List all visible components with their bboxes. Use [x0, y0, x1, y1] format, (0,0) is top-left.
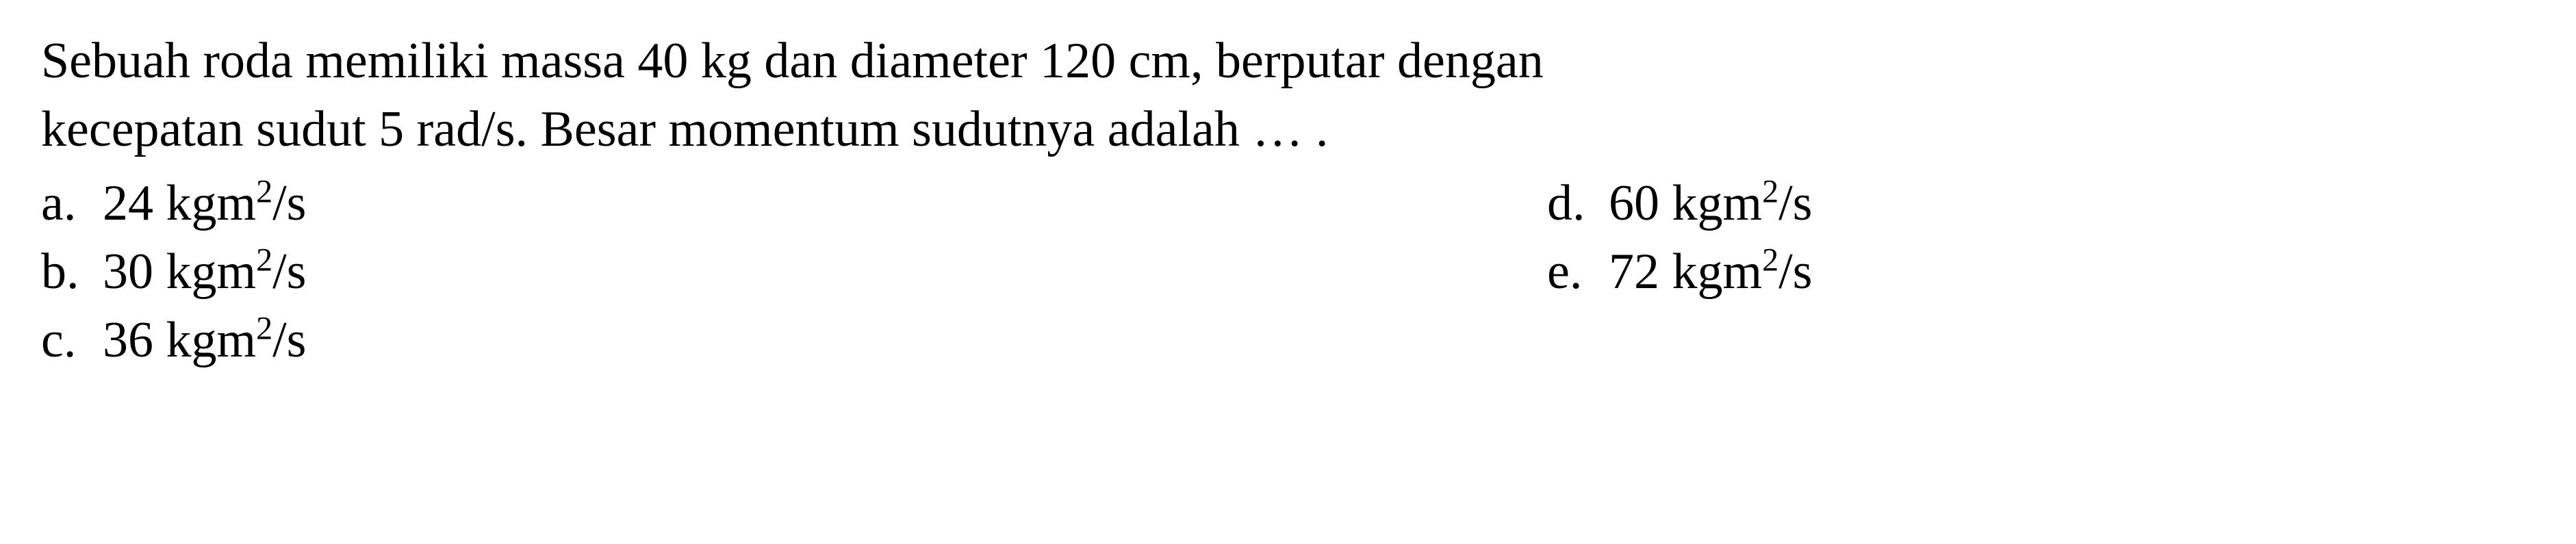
answer-b-label: b.	[41, 238, 103, 307]
answer-c-sup: 2	[256, 310, 272, 346]
question-text: Sebuah roda memiliki massa 40 kg dan dia…	[41, 27, 2535, 164]
answer-a-tail: /s	[272, 175, 306, 231]
answer-d-sup: 2	[1762, 173, 1778, 209]
question-line-2: kecepatan sudut 5 rad/s. Besar momentum …	[41, 101, 1328, 157]
answer-a-value: 24 kgm2/s	[103, 170, 306, 238]
answer-d: d. 60 kgm2/s	[1547, 170, 2576, 238]
answer-e-tail: /s	[1778, 244, 1812, 300]
answer-c-value: 36 kgm2/s	[103, 307, 306, 375]
answer-row-2: b. 30 kgm2/s e. 72 kgm2/s	[41, 238, 2535, 307]
answer-b-sup: 2	[256, 242, 272, 278]
question-line-1: Sebuah roda memiliki massa 40 kg dan dia…	[41, 33, 1544, 89]
answer-a-sup: 2	[256, 173, 272, 209]
answer-d-label: d.	[1547, 170, 1609, 238]
answer-b-value: 30 kgm2/s	[103, 238, 306, 307]
answer-d-num: 60 kgm	[1609, 175, 1762, 231]
answer-row-1: a. 24 kgm2/s d. 60 kgm2/s	[41, 170, 2535, 238]
answer-b: b. 30 kgm2/s	[41, 238, 1547, 307]
answer-b-num: 30 kgm	[103, 244, 256, 300]
answer-c: c. 36 kgm2/s	[41, 307, 1547, 375]
answer-d-value: 60 kgm2/s	[1609, 170, 1812, 238]
answer-e-sup: 2	[1762, 242, 1778, 278]
answer-e-value: 72 kgm2/s	[1609, 238, 1812, 307]
answer-e: e. 72 kgm2/s	[1547, 238, 2576, 307]
answer-a-num: 24 kgm	[103, 175, 256, 231]
answer-e-label: e.	[1547, 238, 1609, 307]
answer-a: a. 24 kgm2/s	[41, 170, 1547, 238]
physics-question-block: Sebuah roda memiliki massa 40 kg dan dia…	[0, 0, 2576, 402]
answer-e-num: 72 kgm	[1609, 244, 1762, 300]
answer-c-num: 36 kgm	[103, 312, 256, 368]
answer-d-tail: /s	[1778, 175, 1812, 231]
answer-c-label: c.	[41, 307, 103, 375]
answer-a-label: a.	[41, 170, 103, 238]
answer-row-3: c. 36 kgm2/s	[41, 307, 2535, 375]
answer-b-tail: /s	[272, 244, 306, 300]
answer-list: a. 24 kgm2/s d. 60 kgm2/s b. 30 kgm2/s	[41, 170, 2535, 375]
answer-c-tail: /s	[272, 312, 306, 368]
